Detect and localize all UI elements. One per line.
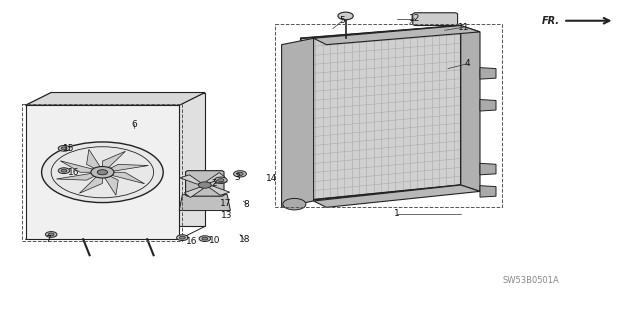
Text: 2: 2 <box>212 179 217 188</box>
Polygon shape <box>282 38 314 207</box>
Circle shape <box>58 145 70 151</box>
Text: 15: 15 <box>63 144 75 153</box>
Text: FR.: FR. <box>542 16 560 26</box>
Text: 7: 7 <box>45 235 51 244</box>
Text: 17: 17 <box>220 199 231 208</box>
Text: 4: 4 <box>465 59 470 68</box>
Polygon shape <box>180 175 202 184</box>
Circle shape <box>218 179 224 182</box>
Polygon shape <box>301 26 461 201</box>
Polygon shape <box>56 173 98 180</box>
Text: 12: 12 <box>409 14 420 23</box>
Polygon shape <box>461 26 480 191</box>
Polygon shape <box>179 195 230 211</box>
Circle shape <box>179 236 186 239</box>
Polygon shape <box>107 164 148 171</box>
Text: 14: 14 <box>266 174 278 183</box>
Polygon shape <box>480 163 496 175</box>
Polygon shape <box>109 172 145 184</box>
Polygon shape <box>79 175 102 193</box>
Text: 5: 5 <box>340 16 345 25</box>
Text: 10: 10 <box>209 236 220 245</box>
Circle shape <box>234 171 246 177</box>
Text: 18: 18 <box>239 235 250 244</box>
Text: SW53B0501A: SW53B0501A <box>503 276 559 285</box>
Circle shape <box>214 177 227 183</box>
Polygon shape <box>314 26 480 45</box>
Polygon shape <box>86 149 100 170</box>
Polygon shape <box>207 173 225 183</box>
Polygon shape <box>26 105 179 239</box>
Bar <box>275 24 502 207</box>
Polygon shape <box>480 100 496 111</box>
Text: 6: 6 <box>132 120 137 129</box>
Polygon shape <box>102 151 125 169</box>
Bar <box>22 104 182 241</box>
Circle shape <box>49 233 54 236</box>
Polygon shape <box>314 185 480 207</box>
Polygon shape <box>184 187 203 197</box>
Circle shape <box>42 142 163 203</box>
Polygon shape <box>26 93 205 105</box>
Polygon shape <box>104 174 118 195</box>
Circle shape <box>91 167 114 178</box>
Circle shape <box>177 235 188 241</box>
Text: 16: 16 <box>186 237 198 246</box>
Circle shape <box>202 237 207 240</box>
Text: 3: 3 <box>234 173 239 182</box>
FancyBboxPatch shape <box>413 13 458 26</box>
Text: 1: 1 <box>394 209 399 218</box>
Circle shape <box>283 198 306 210</box>
Text: 13: 13 <box>221 211 233 220</box>
Circle shape <box>97 170 108 175</box>
Circle shape <box>61 169 67 172</box>
Polygon shape <box>480 186 496 197</box>
Text: 16: 16 <box>68 168 79 177</box>
Text: 8: 8 <box>244 200 249 209</box>
Text: 11: 11 <box>458 23 470 32</box>
Polygon shape <box>208 186 230 195</box>
Circle shape <box>61 147 67 150</box>
Circle shape <box>58 168 70 174</box>
Polygon shape <box>60 161 96 172</box>
Polygon shape <box>480 68 496 79</box>
Polygon shape <box>51 93 205 226</box>
Circle shape <box>199 236 211 241</box>
Circle shape <box>338 12 353 20</box>
FancyBboxPatch shape <box>186 171 224 196</box>
Circle shape <box>237 172 243 175</box>
Circle shape <box>198 182 211 188</box>
Circle shape <box>45 232 57 237</box>
